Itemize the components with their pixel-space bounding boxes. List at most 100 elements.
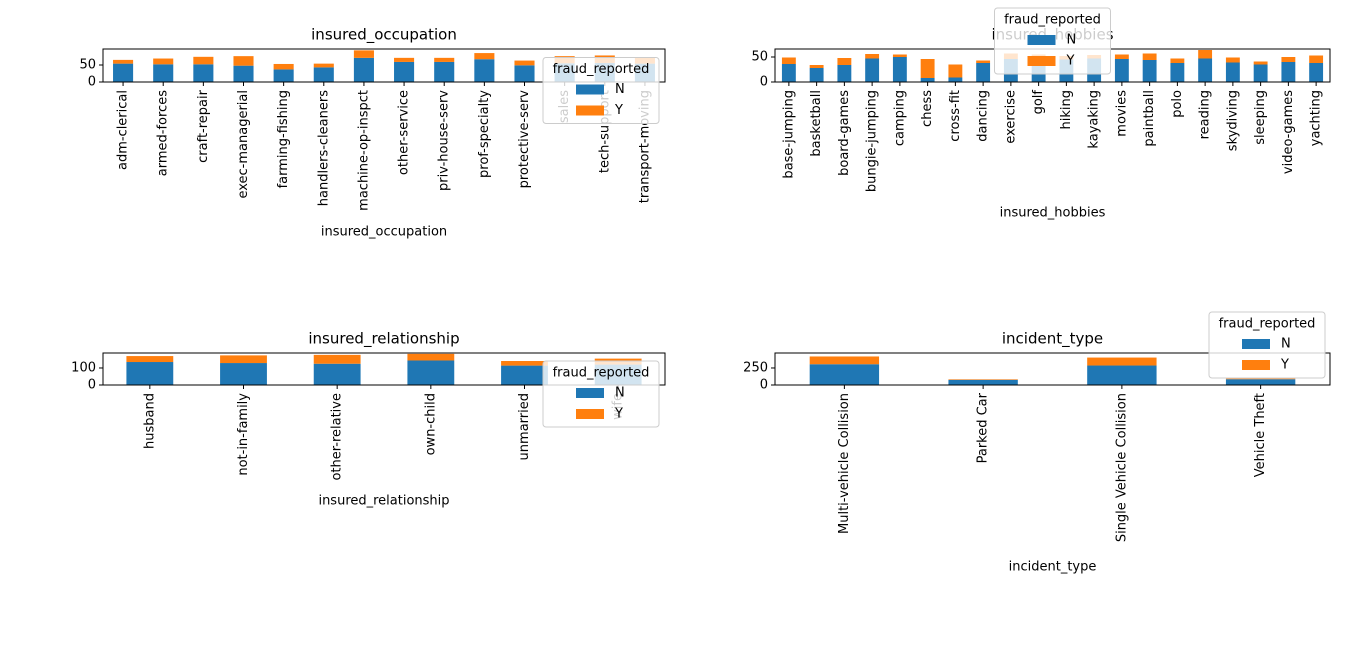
- bar-segment: [273, 63, 294, 70]
- x-axis-label: insured_relationship: [318, 494, 449, 509]
- bar-segment: [1198, 58, 1213, 82]
- bar-segment: [948, 379, 1018, 380]
- x-tick-label: yachting: [1309, 90, 1324, 146]
- bar-segment: [1253, 64, 1268, 82]
- y-tick-label: 50: [79, 57, 96, 72]
- y-tick-label: 0: [760, 378, 768, 393]
- x-tick-label: craft-repair: [196, 89, 211, 162]
- x-tick-label: unmarried: [517, 393, 532, 460]
- y-tick-label: 50: [751, 50, 768, 65]
- bar-segment: [193, 64, 214, 82]
- x-tick-label: farming-fishing: [276, 90, 291, 188]
- x-tick-label: machine-op-inspct: [356, 90, 371, 211]
- legend: fraud_reported NY: [542, 360, 660, 428]
- bar-segment: [220, 355, 267, 364]
- legend-swatch: [1027, 56, 1056, 66]
- bar-segment: [1142, 53, 1157, 60]
- bar-segment: [1281, 62, 1296, 82]
- bar-segment: [781, 64, 796, 82]
- bar-segment: [1309, 55, 1324, 63]
- x-tick-label: handlers-cleaners: [316, 90, 331, 206]
- bar-segment: [501, 365, 548, 385]
- legend-swatch: [576, 84, 604, 95]
- y-tick-label: 100: [71, 360, 96, 375]
- x-tick-label: sleeping: [1253, 90, 1268, 145]
- x-tick-label: reading: [1198, 90, 1213, 139]
- x-tick-label: movies: [1114, 90, 1129, 137]
- legend-label: N: [1281, 337, 1291, 352]
- x-tick-label: cross-fit: [948, 90, 963, 142]
- bar-segment: [233, 65, 254, 82]
- legend-title: fraud_reported: [1219, 317, 1316, 332]
- bar-segment: [1142, 60, 1157, 82]
- bar-segment: [407, 360, 455, 385]
- x-tick-label: priv-house-serv: [437, 90, 452, 191]
- bar-segment: [220, 363, 267, 385]
- bar-segment: [892, 54, 907, 57]
- bar-segment: [1281, 57, 1296, 62]
- bar-segment: [1114, 54, 1129, 59]
- bar-segment: [865, 58, 880, 82]
- legend-label: N: [615, 82, 625, 97]
- chart-title: incident_type: [1002, 330, 1103, 349]
- chart-title: insured_occupation: [311, 26, 457, 45]
- bar-segment: [976, 63, 991, 82]
- x-tick-label: dancing: [976, 90, 991, 142]
- bar-segment: [948, 379, 1018, 385]
- x-tick-label: skydiving: [1225, 90, 1240, 151]
- x-tick-label: Vehicle Theft: [1253, 393, 1268, 477]
- bar-segment: [1198, 50, 1213, 59]
- bar-segment: [313, 63, 334, 68]
- x-tick-label: other-relative: [330, 393, 345, 481]
- x-tick-label: basketball: [809, 90, 824, 157]
- x-tick-label: chess: [920, 90, 935, 127]
- bar-segment: [1253, 61, 1268, 65]
- x-tick-label: own-child: [423, 393, 438, 455]
- x-tick-label: kayaking: [1087, 90, 1102, 149]
- bar-segment: [1087, 357, 1157, 366]
- y-tick-label: 0: [88, 378, 96, 393]
- x-tick-label: hiking: [1059, 90, 1074, 129]
- legend-label: Y: [1066, 54, 1075, 69]
- x-tick-label: Multi-vehicle Collision: [837, 393, 852, 534]
- y-tick-label: 0: [88, 75, 96, 90]
- bar-segment: [313, 363, 361, 385]
- axes-frame: [774, 352, 1331, 386]
- bar-segment: [1225, 57, 1240, 63]
- y-tick-label: 0: [760, 75, 768, 90]
- bar-segment: [976, 60, 991, 63]
- x-tick-label: adm-clerical: [116, 90, 131, 170]
- bar-segment: [153, 58, 174, 65]
- x-tick-label: exec-managerial: [236, 90, 251, 199]
- bar-segment: [113, 59, 134, 64]
- bar-segment: [809, 68, 824, 82]
- bar-segment: [273, 69, 294, 82]
- bar-segment: [434, 57, 455, 62]
- bar-segment: [865, 54, 880, 59]
- bar-segment: [837, 58, 852, 65]
- x-axis-label: insured_occupation: [321, 225, 447, 240]
- legend-label: Y: [614, 103, 623, 118]
- x-tick-label: camping: [892, 90, 907, 146]
- bar-segment: [353, 57, 374, 82]
- bar-segment: [892, 57, 907, 82]
- legend-title: fraud_reported: [553, 366, 650, 381]
- bar-segment: [353, 50, 374, 58]
- x-tick-label: not-in-family: [236, 393, 251, 476]
- bar-segment: [394, 57, 415, 62]
- x-tick-label: bungie-jumping: [865, 90, 880, 192]
- x-tick-label: video-games: [1281, 90, 1296, 174]
- bar-segment: [514, 65, 535, 82]
- bar-segment: [313, 67, 334, 82]
- bar-segment: [1170, 63, 1185, 82]
- bar-segment: [920, 59, 935, 78]
- legend-label: N: [615, 386, 625, 401]
- bar-segment: [1225, 62, 1240, 82]
- bar-segment: [126, 356, 174, 363]
- chart-title: insured_relationship: [308, 330, 459, 349]
- bar-segment: [126, 362, 174, 385]
- x-axis-label: insured_hobbies: [1000, 206, 1106, 221]
- x-tick-label: golf: [1031, 90, 1046, 115]
- legend-swatch: [576, 388, 604, 398]
